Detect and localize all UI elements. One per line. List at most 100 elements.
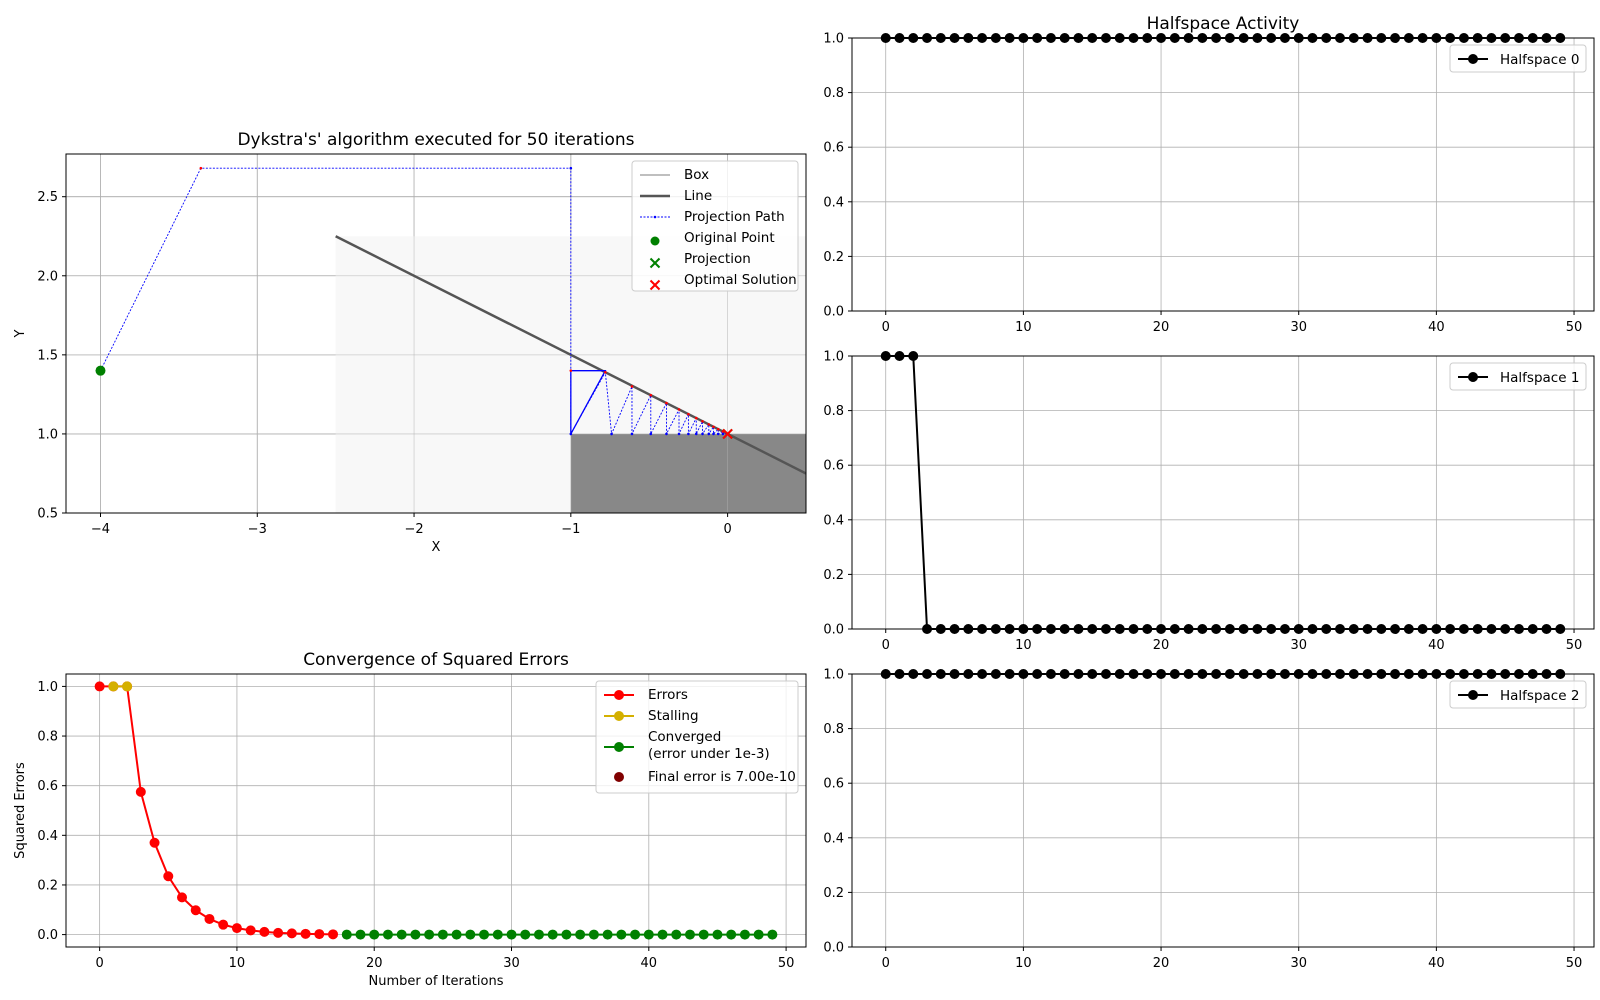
y-tick-label: 2.0	[37, 269, 58, 284]
projection-path-point	[701, 419, 704, 423]
projection-path-point	[610, 432, 613, 436]
data-point	[300, 928, 311, 939]
data-point	[204, 913, 215, 924]
data-point	[630, 929, 641, 940]
x-tick-label: 30	[503, 956, 520, 971]
data-point	[410, 929, 421, 940]
projection-path-point	[707, 423, 711, 426]
legend-label: Line	[684, 188, 712, 204]
x-tick-label: 20	[366, 956, 383, 971]
chart-title: Dykstra's' algorithm executed for 50 ite…	[237, 130, 634, 150]
data-point	[163, 871, 174, 882]
legend-handle-marker	[1468, 690, 1478, 700]
y-tick-label: 0.0	[823, 941, 844, 956]
legend-label: Halfspace 0	[1500, 52, 1579, 68]
legend-frame	[1449, 362, 1587, 391]
legend-label: Errors	[648, 687, 688, 703]
projection-path-point	[694, 432, 698, 436]
legend-label: Projection	[684, 251, 751, 267]
data-point	[424, 929, 435, 940]
x-tick-label: 30	[1290, 638, 1307, 653]
data-point	[506, 929, 517, 940]
projection-path-point	[712, 425, 715, 429]
x-tick-label: 10	[1015, 638, 1032, 653]
y-tick-label: 0.4	[823, 195, 844, 210]
projection-path-point	[649, 432, 653, 436]
y-tick-label: 0.6	[823, 777, 844, 792]
projection-path-point	[665, 401, 668, 405]
halfspace-region	[570, 433, 806, 513]
legend: Halfspace 1	[1449, 362, 1587, 391]
legend-handle-marker	[614, 711, 624, 721]
data-point	[341, 929, 352, 940]
x-tick-label: 50	[1566, 320, 1583, 335]
axes-hs2: 0 10 20 30 40 50 0.0 0.2 0.4 0.6 0.8 1.0 Halfspace 2	[823, 668, 1595, 971]
data-point	[561, 929, 572, 940]
chart-title: Convergence of Squared Errors	[303, 650, 569, 670]
x-tick-label: 50	[778, 956, 795, 971]
chart-title: Halfspace Activity	[1147, 14, 1300, 34]
data-point	[520, 929, 531, 940]
data-point	[273, 927, 284, 938]
legend-label: Converged (error under 1e-3)	[648, 729, 770, 762]
data-point	[369, 929, 380, 940]
series-1	[108, 681, 133, 692]
x-tick-label: 50	[1566, 956, 1583, 971]
legend: Errors Stalling Converged (error under 1e-3…	[595, 680, 799, 794]
axes-hs1: 0 10 20 30 40 50 0.0 0.2 0.4 0.6 0.8 1.0 Halfspace 1	[823, 350, 1595, 653]
projection-path-point	[687, 432, 690, 436]
y-tick-label: 0.2	[37, 878, 58, 893]
data-point	[602, 929, 613, 940]
legend-handle-original	[650, 236, 660, 246]
x-tick-label: 0	[723, 522, 731, 537]
x-tick-label: 40	[1428, 638, 1445, 653]
data-point	[382, 929, 393, 940]
legend-label: Halfspace 1	[1500, 370, 1579, 386]
series-2	[341, 929, 778, 940]
x-tick-label: 30	[1290, 320, 1307, 335]
projection-path-point	[630, 385, 634, 388]
axes-hs0: 0 10 20 30 40 50 0.0 0.2 0.4 0.6 0.8 1.0 Halfspace A…	[823, 14, 1595, 335]
projection-path-point	[687, 412, 690, 416]
legend-label: Stalling	[648, 708, 699, 724]
y-tick-label: 2.5	[37, 190, 58, 205]
projection-path-point	[716, 427, 720, 431]
y-axis-label: Squared Errors	[13, 762, 28, 859]
legend-frame	[631, 160, 799, 292]
y-tick-label: 0.8	[823, 404, 844, 419]
series-halfspace	[880, 351, 1566, 634]
data-point	[712, 929, 723, 940]
plot-area	[94, 681, 778, 940]
legend-handle-optimal	[649, 279, 661, 291]
legend-handle-path-point	[653, 215, 657, 219]
x-tick-label: 40	[1428, 956, 1445, 971]
legend-label: Final error is 7.00e-10	[648, 769, 796, 785]
data-point	[355, 929, 366, 940]
y-tick-label: 0.2	[823, 568, 844, 583]
optimal-solution-marker	[722, 428, 733, 440]
series-line	[885, 355, 1561, 630]
projection-path-point	[569, 369, 573, 372]
y-tick-label: 0.6	[823, 141, 844, 156]
x-axis-label: X	[432, 540, 441, 555]
legend-frame	[1449, 680, 1587, 709]
y-tick-label: 0.4	[823, 513, 844, 528]
legend-handle-marker	[1468, 372, 1478, 382]
y-tick-label: 0.2	[823, 886, 844, 901]
data-point	[94, 681, 105, 692]
data-point	[286, 928, 297, 939]
data-point	[177, 892, 188, 903]
projection-path-solid	[570, 370, 607, 435]
projection-path-point	[665, 432, 668, 436]
x-tick-label: −4	[91, 522, 110, 537]
x-tick-label: 0	[882, 956, 890, 971]
series-line	[99, 685, 334, 936]
y-tick-label: 0.8	[823, 722, 844, 737]
y-tick-label: 1.0	[37, 427, 58, 442]
y-tick-label: 0.6	[823, 459, 844, 474]
data-point	[135, 786, 146, 797]
legend-handle-final	[614, 772, 624, 782]
data-point	[259, 926, 270, 937]
x-tick-label: 20	[1153, 638, 1170, 653]
data-point	[726, 929, 737, 940]
